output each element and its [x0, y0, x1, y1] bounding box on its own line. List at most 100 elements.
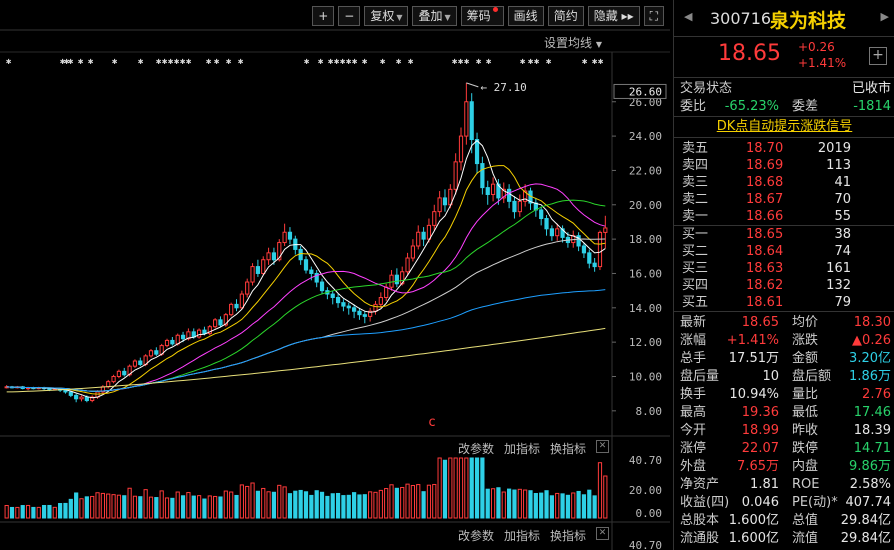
volume-bar: [352, 492, 357, 519]
volume-bar: [79, 498, 84, 519]
volume-bar: [234, 494, 239, 519]
bid-book: 买一 18.65 38 买二 18.64 74 买三 18.63 161 买四 18.62 132 买五…: [674, 226, 894, 311]
sub2-add-button[interactable]: 加指标: [504, 529, 541, 543]
candle-body: [298, 248, 303, 261]
stat-row: 总股本 1.600亿 总值 29.84亿: [674, 512, 894, 530]
bid-label: 买五: [682, 295, 709, 310]
candle-body: [287, 231, 293, 240]
volume-bar: [143, 489, 148, 519]
candle-body: [533, 202, 538, 211]
add-watchlist-icon[interactable]: +: [869, 47, 887, 65]
set-ma-button[interactable]: 设置均线 ▼: [544, 34, 602, 51]
bid-price: 18.62: [746, 278, 784, 293]
volume-bar: [196, 495, 202, 519]
volume-bar: [255, 490, 260, 519]
volume-bar: [501, 491, 506, 519]
candle-body: [368, 310, 373, 317]
volume-bar: [448, 457, 453, 519]
volume-bar: [378, 489, 383, 519]
bid-volume: 79: [834, 295, 851, 310]
zoom-out-button[interactable]: −: [338, 6, 361, 26]
volume-bar: [319, 491, 325, 519]
candle-body: [432, 211, 437, 226]
stat-label: 最低: [792, 405, 819, 420]
event-marker-icon: ✱: [458, 57, 464, 67]
candle-body: [122, 370, 127, 376]
candle-body: [496, 183, 501, 199]
volume-bar: [132, 495, 138, 519]
candle-body: [544, 218, 549, 230]
hide-button[interactable]: 隐藏 ▸▸: [587, 6, 640, 26]
candle-body: [175, 334, 180, 345]
wc-label: 委差: [792, 99, 819, 114]
candle-body: [587, 252, 592, 264]
stat-row: 外盘 7.65万 内盘 9.86万: [674, 458, 894, 476]
ask-price: 18.68: [746, 175, 784, 190]
stat-row: 涨幅 +1.41% 涨跌 ▲0.26: [674, 332, 894, 350]
ma-line: [6, 289, 606, 392]
candle-body: [239, 293, 244, 309]
stat-value: 407.74: [845, 495, 892, 510]
candle-body: [314, 272, 319, 283]
volume-bar: [442, 459, 448, 519]
stat-label: 量比: [792, 387, 819, 402]
sub1-params-button[interactable]: 改参数: [458, 442, 495, 456]
stat-row: 最新 18.65 均价 18.30: [674, 314, 894, 332]
close-icon[interactable]: ✕: [596, 527, 610, 540]
wc-value: -1814: [853, 99, 891, 114]
bid-volume: 161: [826, 261, 851, 276]
stat-label: 流通股: [680, 531, 720, 546]
overlay-button[interactable]: 叠加 ▼: [412, 6, 457, 26]
volume-bar: [394, 487, 399, 519]
volume-bar: [31, 506, 36, 519]
candle-body: [303, 259, 309, 271]
candle-body: [41, 387, 47, 390]
dk-signal-link[interactable]: DK点自动提示涨跌信号: [674, 117, 894, 138]
fullscreen-button[interactable]: ⛶: [643, 6, 664, 26]
event-marker-icon: ✱: [112, 57, 118, 67]
volume-bar: [533, 492, 538, 519]
volume-bar: [4, 504, 9, 519]
restore-rights-button[interactable]: 复权 ▼: [364, 6, 409, 26]
volume-bar: [25, 504, 31, 519]
bid-label: 买一: [682, 227, 709, 242]
stat-value: 2.76: [862, 387, 891, 402]
ma-line: [6, 238, 606, 392]
candle-body: [480, 163, 485, 189]
zoom-in-button[interactable]: +: [312, 6, 335, 26]
chips-button[interactable]: 筹码: [460, 6, 504, 26]
brief-button[interactable]: 简约: [547, 6, 584, 26]
draw-line-button[interactable]: 画线: [507, 6, 544, 26]
prev-stock-icon[interactable]: ◀: [684, 10, 693, 23]
event-marker-icon: ✱: [528, 57, 534, 67]
sub1-swap-button[interactable]: 换指标: [550, 442, 587, 456]
hide-label: 隐藏: [593, 9, 618, 23]
bid-volume: 132: [826, 278, 851, 293]
next-stock-icon[interactable]: ▶: [880, 10, 889, 23]
candle-body: [458, 135, 464, 163]
candle-body: [330, 293, 335, 299]
candle-body: [191, 331, 196, 338]
volume-bar: [229, 491, 234, 519]
ask-row: 卖三 18.68 41: [674, 174, 894, 191]
sub1-add-button[interactable]: 加指标: [504, 442, 541, 456]
stat-value: ▲0.26: [852, 333, 891, 348]
volume-bar: [507, 488, 512, 519]
close-icon[interactable]: ✕: [596, 440, 610, 453]
ask-row: 卖一 18.66 55: [674, 208, 894, 225]
volume-bar: [517, 488, 522, 519]
stat-value: 29.84亿: [840, 513, 891, 528]
candle-body: [164, 339, 170, 347]
candle-body: [549, 228, 554, 237]
volume-bar: [95, 492, 100, 519]
sub2-swap-button[interactable]: 换指标: [550, 529, 587, 543]
sub2-params-button[interactable]: 改参数: [458, 529, 495, 543]
volume-bar: [218, 496, 223, 519]
volume-bar: [41, 504, 47, 519]
status-row: 交易状态 已收市: [674, 80, 894, 98]
stat-value: 10.94%: [729, 387, 779, 402]
kline-chart-area[interactable]: + − 复权 ▼ 叠加 ▼ 筹码 画线 简约 隐藏 ▸▸ ⛶ 设置均线 ▼ ✱ ✱ ✱ ✱…: [0, 0, 670, 550]
ask-label: 卖三: [682, 175, 709, 190]
event-marker-icon: ✱: [156, 57, 162, 67]
event-marker-icon: ✱: [226, 57, 232, 67]
